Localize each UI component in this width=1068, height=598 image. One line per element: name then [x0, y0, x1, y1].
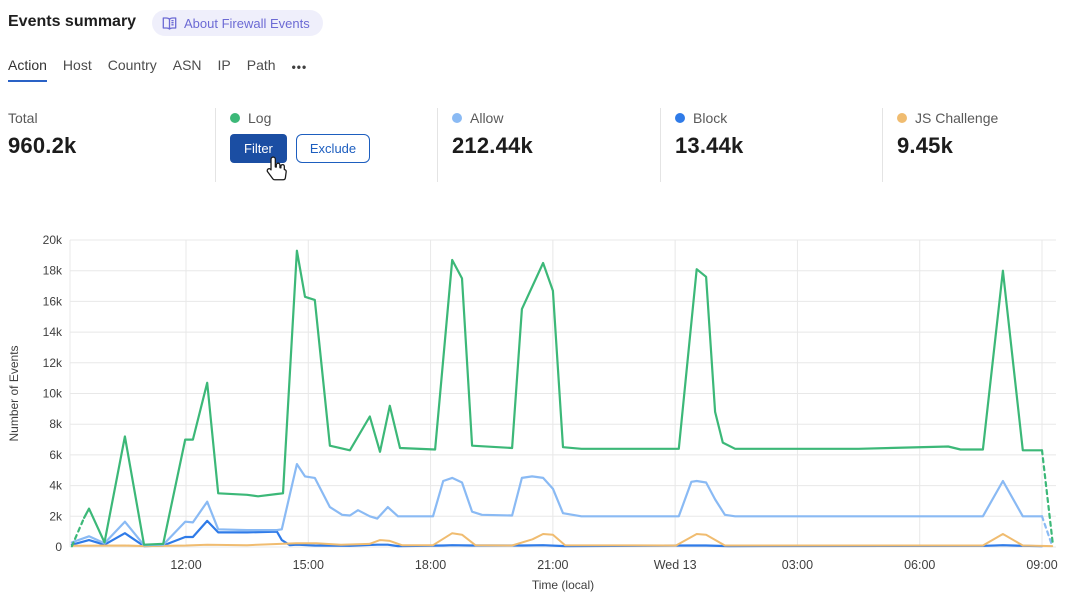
js-challenge-line	[70, 532, 1054, 548]
stats-row: Total 960.2k Log Filter Exclude Allow 21…	[0, 106, 1068, 186]
book-icon	[162, 16, 177, 30]
y-axis-tick-label: 8k	[49, 417, 63, 431]
tab-more[interactable]: •••	[291, 60, 308, 74]
stat-log: Log Filter Exclude	[230, 110, 371, 163]
filter-button[interactable]: Filter	[230, 134, 287, 163]
log-line-dashed	[1040, 449, 1055, 547]
js-challenge-legend-dot	[897, 113, 907, 123]
x-axis-title: Time (local)	[532, 578, 594, 592]
page-title: Events summary	[8, 13, 137, 30]
tab-path[interactable]: Path	[246, 57, 276, 73]
stat-block: Block 13.44k	[675, 110, 744, 159]
y-axis-tick-label: 6k	[49, 448, 63, 462]
tab-country[interactable]: Country	[107, 57, 157, 73]
js-challenge-label: JS Challenge	[915, 110, 999, 126]
x-axis-tick-label: 03:00	[782, 558, 813, 572]
x-axis-tick-label: 21:00	[537, 558, 568, 572]
block-label: Block	[693, 110, 728, 126]
badge-label: About Firewall Events	[184, 15, 310, 31]
tab-ip[interactable]: IP	[217, 57, 231, 73]
stat-divider	[215, 108, 216, 182]
stat-allow: Allow 212.44k	[452, 110, 533, 159]
y-axis-tick-label: 4k	[49, 479, 63, 493]
tab-asn[interactable]: ASN	[172, 57, 202, 73]
y-axis-tick-label: 16k	[43, 294, 63, 308]
allow-line	[70, 463, 1044, 547]
y-axis-tick-label: 10k	[43, 387, 63, 401]
dimension-tabs: Action Host Country ASN IP Path •••	[8, 57, 307, 82]
log-label: Log	[248, 110, 272, 126]
events-chart[interactable]: 0 2k 4k 6k 8k 10k 12k 14k 16k 18k 20k 12:00 15:00 18:…	[0, 228, 1068, 598]
total-label: Total	[8, 110, 38, 126]
block-value: 13.44k	[675, 133, 744, 158]
about-firewall-events-badge[interactable]: About Firewall Events	[152, 10, 323, 36]
x-axis-tick-label: 18:00	[415, 558, 446, 572]
y-axis-title: Number of Events	[7, 345, 21, 441]
y-axis-tick-label: 0	[55, 540, 62, 554]
events-chart-area: 0 2k 4k 6k 8k 10k 12k 14k 16k 18k 20k 12:00 15:00 18:…	[0, 228, 1068, 598]
y-axis-tick-label: 14k	[43, 325, 63, 339]
x-axis-tick-label: Wed 13	[654, 558, 697, 572]
y-axis-tick-label: 18k	[43, 264, 63, 278]
x-axis-tick-label: 15:00	[293, 558, 324, 572]
x-axis-tick-label: 09:00	[1026, 558, 1057, 572]
allow-value: 212.44k	[452, 133, 533, 158]
stat-js-challenge: JS Challenge 9.45k	[897, 110, 998, 159]
y-axis-tick-label: 2k	[49, 509, 63, 523]
tab-host[interactable]: Host	[62, 57, 92, 73]
total-value: 960.2k	[8, 133, 77, 158]
allow-line-dashed	[1040, 515, 1054, 547]
tab-action[interactable]: Action	[8, 57, 47, 82]
block-line	[70, 519, 1044, 548]
exclude-button[interactable]: Exclude	[295, 134, 371, 163]
allow-label: Allow	[470, 110, 504, 126]
stat-divider	[437, 108, 438, 182]
y-axis-tick-label: 12k	[43, 356, 63, 370]
js-challenge-value: 9.45k	[897, 133, 954, 158]
log-line	[82, 249, 1044, 546]
stat-divider	[660, 108, 661, 182]
y-axis-tick-label: 20k	[43, 233, 63, 247]
block-legend-dot	[675, 113, 685, 123]
log-line-dashed	[70, 516, 86, 548]
log-legend-dot	[230, 113, 240, 123]
stat-divider	[882, 108, 883, 182]
x-axis-tick-label: 12:00	[170, 558, 201, 572]
x-axis-tick-label: 06:00	[904, 558, 935, 572]
stat-total: Total 960.2k	[8, 110, 77, 159]
allow-legend-dot	[452, 113, 462, 123]
